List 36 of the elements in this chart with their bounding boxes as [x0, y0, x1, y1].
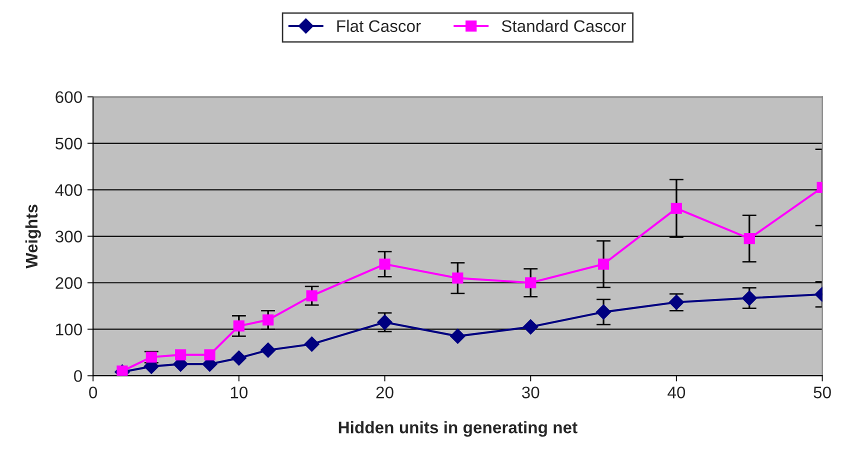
point: [379, 258, 390, 270]
x-tick-label: 30: [522, 386, 540, 398]
point: [596, 304, 612, 320]
x-tick-label: 0: [89, 386, 98, 398]
point: [598, 258, 610, 270]
point: [452, 272, 464, 284]
point: [204, 349, 216, 360]
point: [742, 290, 757, 306]
x-axis-title: Hidden units in generating net: [338, 421, 578, 437]
x-tick-label: 20: [376, 386, 394, 398]
x-tick-label: 10: [230, 386, 248, 398]
x-tick-label: 40: [668, 386, 686, 398]
point: [306, 290, 318, 302]
y-tick-label: 300: [55, 230, 82, 242]
x-tick-label: 50: [814, 386, 831, 398]
point: [146, 352, 157, 363]
y-tick-label: 200: [56, 277, 82, 289]
point: [260, 342, 276, 358]
y-tick-label: 100: [56, 324, 82, 336]
point: [450, 328, 466, 344]
point: [262, 314, 274, 326]
legend-label: Flat Cascor: [337, 20, 421, 32]
y-tick-label: 600: [56, 91, 82, 104]
y-axis-title: Weights: [25, 204, 41, 269]
point: [523, 319, 538, 334]
point: [175, 349, 186, 360]
point: [233, 320, 244, 332]
y-tick-label: 500: [56, 138, 82, 150]
point: [304, 336, 320, 352]
point: [744, 233, 755, 244]
legend-label: Standard Cascor: [502, 20, 626, 32]
point: [670, 202, 682, 214]
point: [525, 277, 536, 288]
y-tick-label: 400: [55, 184, 82, 196]
point: [231, 350, 246, 366]
y-tick-label: 0: [74, 370, 82, 382]
